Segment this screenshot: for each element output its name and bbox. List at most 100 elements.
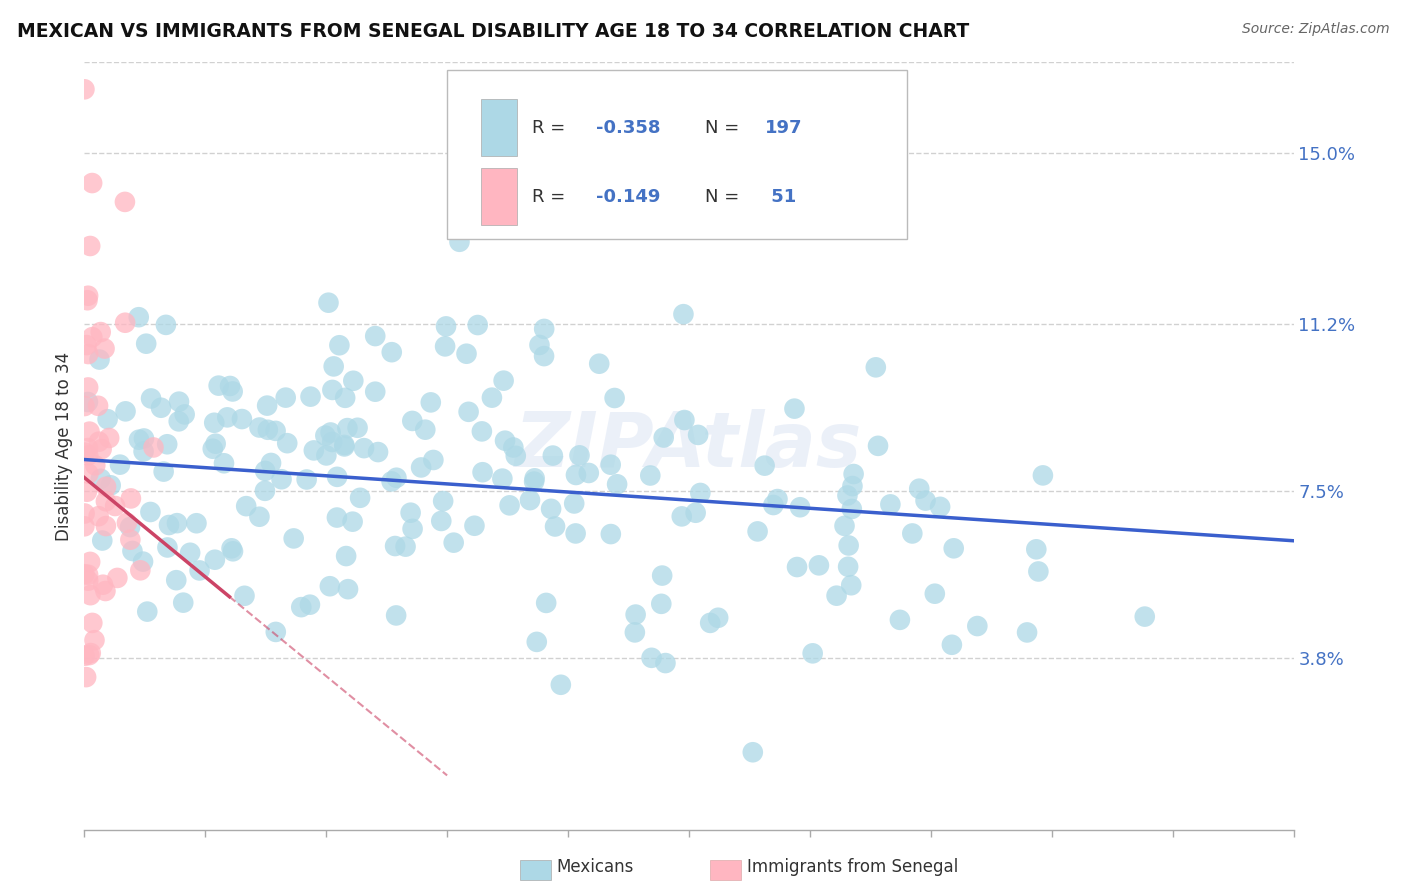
Point <box>114 194 136 209</box>
Text: N =: N = <box>704 187 745 206</box>
Point <box>449 235 471 249</box>
Point <box>342 374 364 388</box>
Point <box>167 414 190 428</box>
Point <box>491 472 513 486</box>
Point <box>807 558 830 573</box>
Point <box>93 342 115 356</box>
Point <box>256 423 278 437</box>
Point <box>652 430 675 444</box>
Point <box>77 289 100 303</box>
Point <box>274 391 297 405</box>
Point <box>76 338 98 352</box>
Point <box>578 466 600 480</box>
Point <box>908 482 931 496</box>
Point <box>77 567 100 582</box>
Point <box>221 384 243 399</box>
Point <box>399 506 422 520</box>
Point <box>540 501 562 516</box>
Point <box>276 436 298 450</box>
Point <box>889 613 911 627</box>
Point <box>624 625 647 640</box>
Point <box>541 449 564 463</box>
Point <box>73 445 96 459</box>
Y-axis label: Disability Age 18 to 34: Disability Age 18 to 34 <box>55 351 73 541</box>
Point <box>336 421 359 435</box>
Point <box>385 608 408 623</box>
Point <box>256 399 278 413</box>
Point <box>152 465 174 479</box>
Point <box>640 468 662 483</box>
Point <box>411 460 433 475</box>
Point <box>322 359 344 374</box>
Point <box>599 527 621 541</box>
Point <box>471 425 494 439</box>
Point <box>319 425 342 440</box>
Point <box>481 391 503 405</box>
Point <box>73 507 96 521</box>
Point <box>924 587 946 601</box>
Point <box>789 500 811 515</box>
Point <box>121 544 143 558</box>
Point <box>624 607 647 622</box>
Point <box>142 441 165 455</box>
Point <box>208 378 231 392</box>
Point <box>505 449 527 463</box>
Point <box>901 526 924 541</box>
Point <box>115 516 138 530</box>
Point <box>401 522 423 536</box>
Point <box>565 467 588 482</box>
Point <box>235 499 257 513</box>
Point <box>167 394 190 409</box>
Point <box>132 444 155 458</box>
Point <box>766 491 789 506</box>
Point <box>942 541 965 556</box>
Point <box>217 410 239 425</box>
Point <box>73 567 96 582</box>
Point <box>90 472 112 486</box>
Point <box>929 500 952 514</box>
Point <box>839 578 862 592</box>
Point <box>222 544 245 558</box>
Point <box>349 491 371 505</box>
Text: 197: 197 <box>765 119 803 136</box>
Point <box>914 493 936 508</box>
Point <box>394 540 416 554</box>
Point <box>83 633 105 648</box>
Point <box>82 330 104 344</box>
Point <box>132 432 155 446</box>
Point <box>432 494 454 508</box>
Point <box>671 509 693 524</box>
Point <box>699 615 721 630</box>
Point <box>314 428 336 442</box>
Point <box>353 441 375 455</box>
Point <box>87 509 110 524</box>
Point <box>434 319 457 334</box>
Point <box>801 646 824 660</box>
Text: 51: 51 <box>765 187 796 206</box>
Point <box>318 295 340 310</box>
Point <box>79 425 101 439</box>
Point <box>689 486 711 500</box>
Text: -0.358: -0.358 <box>596 119 661 136</box>
Point <box>77 574 100 588</box>
Text: Immigrants from Senegal: Immigrants from Senegal <box>747 858 957 876</box>
Point <box>762 498 785 512</box>
Point <box>688 428 710 442</box>
Point <box>77 441 100 455</box>
Point <box>295 473 318 487</box>
Point <box>1133 609 1156 624</box>
Point <box>838 539 860 553</box>
Point <box>1015 625 1038 640</box>
Point <box>73 82 96 96</box>
Point <box>526 635 548 649</box>
Point <box>603 391 626 405</box>
Point <box>253 483 276 498</box>
Point <box>457 405 479 419</box>
Point <box>188 563 211 577</box>
Text: R =: R = <box>531 187 571 206</box>
Point <box>879 497 901 511</box>
Point <box>419 395 441 409</box>
Point <box>77 467 100 481</box>
Point <box>651 568 673 582</box>
Point <box>165 573 187 587</box>
